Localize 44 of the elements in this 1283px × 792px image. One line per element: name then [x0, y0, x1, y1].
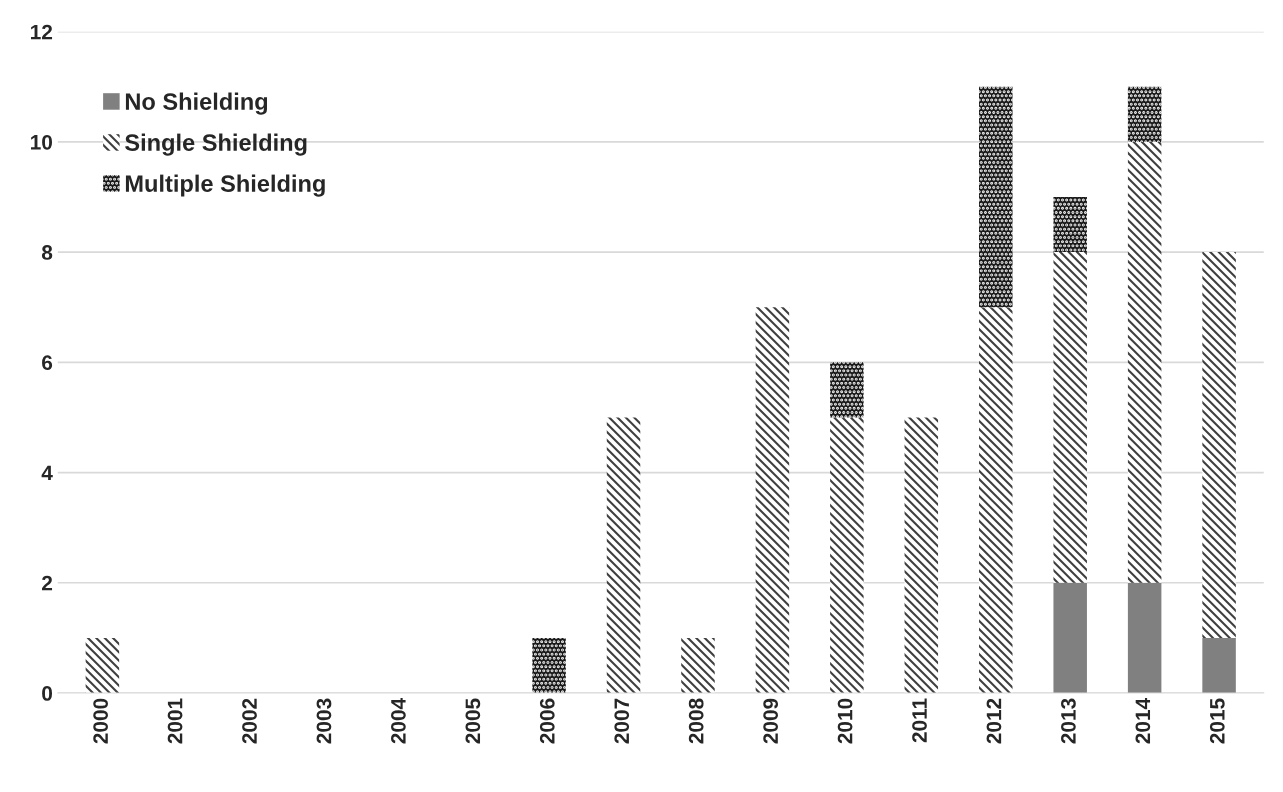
y-tick-label: 8	[41, 245, 53, 260]
bar	[1202, 252, 1236, 638]
x-tick-label: 2002	[242, 698, 257, 744]
x-tick-label: 2011	[912, 698, 927, 743]
x-tick-label: 2003	[316, 698, 332, 744]
bar	[85, 637, 120, 693]
y-tick-label: 10	[31, 134, 53, 150]
bar	[755, 307, 790, 693]
legend-label: No Shielding	[125, 92, 268, 115]
bar	[1127, 582, 1162, 693]
x-tick-label: 2005	[465, 698, 481, 744]
bar	[606, 417, 641, 693]
x-tick-label: 2009	[763, 698, 779, 744]
x-tick-label: 2004	[391, 697, 406, 744]
bar	[904, 417, 939, 693]
bar	[830, 362, 864, 418]
bar	[979, 86, 1013, 308]
x-tick-label: 2006	[539, 698, 555, 744]
bar	[1127, 141, 1162, 583]
legend-label: Single Shielding	[125, 133, 307, 156]
x-tick-label: 2001	[167, 698, 183, 744]
y-tick-label: 0	[42, 686, 53, 701]
y-tick-label: 12	[31, 24, 53, 40]
x-tick-label: 2008	[688, 698, 704, 744]
bar	[1053, 197, 1087, 253]
bar	[1127, 86, 1162, 142]
x-tick-label: 2000	[93, 698, 108, 744]
y-tick-label: 2	[42, 575, 53, 591]
x-tick-label: 2010	[837, 698, 853, 744]
legend-label: Multiple Shielding	[125, 174, 325, 197]
bar	[681, 637, 715, 693]
y-tick-label: 6	[42, 355, 53, 371]
y-tick-label: 4	[41, 465, 53, 481]
x-tick-label: 2012	[986, 698, 1002, 744]
bar	[830, 417, 864, 693]
x-tick-label: 2013	[1061, 698, 1076, 744]
bar	[532, 637, 566, 693]
bar	[979, 307, 1013, 693]
bar	[1202, 637, 1236, 693]
bar	[1053, 252, 1087, 583]
x-tick-label: 2007	[614, 698, 630, 744]
bar	[1053, 582, 1087, 693]
x-tick-label: 2014	[1135, 697, 1151, 744]
x-tick-label: 2015	[1209, 698, 1225, 744]
